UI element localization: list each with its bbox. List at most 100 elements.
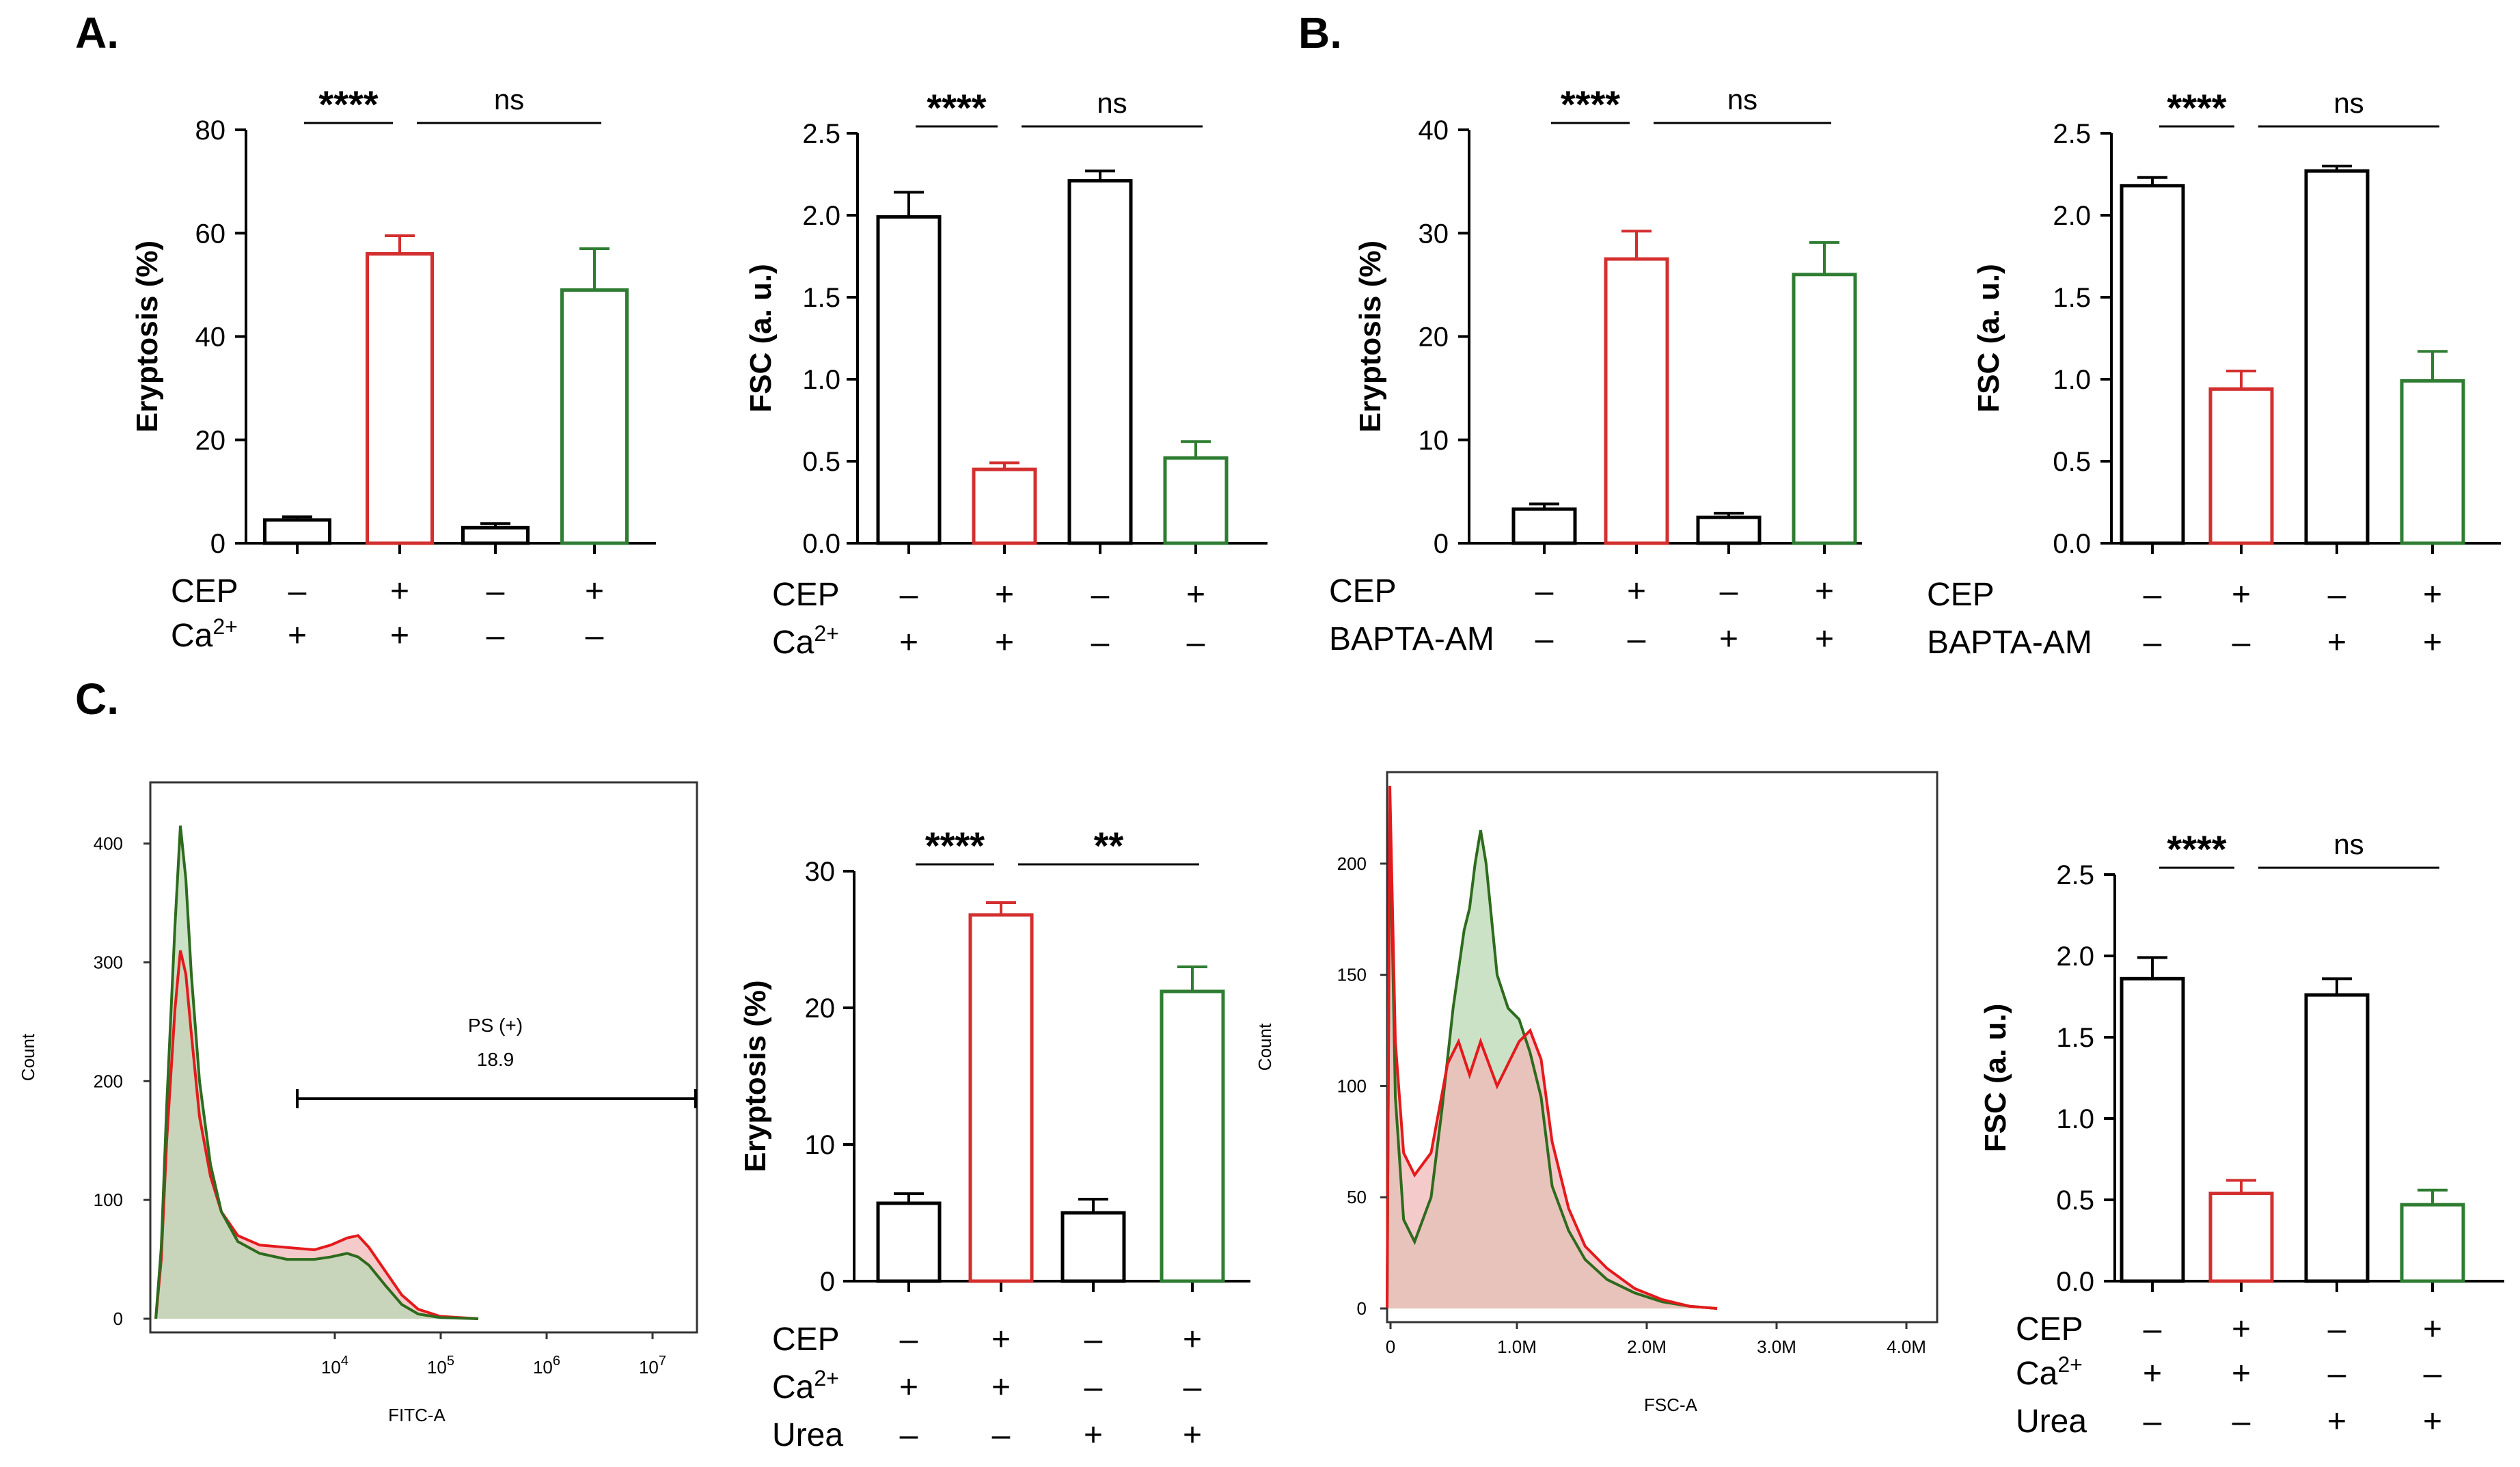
condition-label: BAPTA-AM: [1329, 621, 1494, 657]
significance-label: **: [1094, 824, 1124, 867]
significance-label: ****: [318, 83, 378, 126]
y-tick-label: 10: [805, 1130, 836, 1160]
condition-label-sup: 2+: [814, 1366, 838, 1390]
bar: [1511, 507, 1577, 545]
condition-label: Ca2+: [2016, 1352, 2083, 1392]
condition-sign: +: [2423, 1311, 2442, 1347]
y-tick-label: 2.0: [2056, 942, 2094, 972]
significance-label: ****: [927, 86, 986, 129]
condition-sign: –: [1183, 1369, 1202, 1406]
condition-sign: –: [2328, 1311, 2346, 1347]
significance-label: ns: [494, 83, 524, 115]
condition-label: Ca2+: [772, 621, 839, 661]
condition-sign: –: [900, 1321, 918, 1358]
condition-sign: +: [2423, 577, 2442, 613]
bar: [2400, 1203, 2465, 1283]
bar: [366, 252, 434, 545]
condition-sign: –: [2424, 1356, 2442, 1392]
condition-sign: –: [2232, 625, 2251, 661]
condition-sign: +: [1186, 577, 1205, 613]
y-tick-label: 30: [805, 857, 836, 887]
y-tick-label: 1.0: [2053, 365, 2091, 395]
y-tick-label: 0.0: [2053, 529, 2091, 559]
condition-sign: –: [900, 577, 918, 613]
condition-sign: +: [2327, 625, 2346, 661]
y-tick-label: 0.5: [2056, 1185, 2094, 1216]
chart-A2: 0.0 0.5 1.0 1.5 2.0 2.5 FSC (a. u.) **** ns CEP – +…: [744, 86, 1268, 661]
y-tick-label: 2.0: [2053, 201, 2091, 231]
y-axis-title: FSC (a. u.): [744, 264, 778, 413]
condition-sign: +: [2423, 625, 2442, 661]
y-tick-label: 100: [94, 1190, 123, 1210]
x-tick-label: 106: [533, 1354, 560, 1377]
significance-label: ns: [1097, 87, 1127, 119]
bar: [2208, 387, 2274, 545]
condition-label: CEP: [772, 577, 840, 613]
y-tick-label: 2.5: [2053, 119, 2091, 149]
chart-C4: 0.0 0.5 1.0 1.5 2.0 2.5 FSC (a. u.) **** ns CEP – +…: [1979, 827, 2504, 1440]
y-tick-label: 0.5: [2053, 447, 2091, 477]
y-tick-label: 0: [1357, 1298, 1367, 1319]
bar: [2400, 379, 2465, 545]
panel-label-a: A.: [75, 8, 119, 57]
x-axis-title: FSC-A: [1644, 1395, 1698, 1415]
bar: [1160, 989, 1225, 1283]
y-tick-label: 2.5: [2056, 860, 2094, 890]
condition-sign: +: [2143, 1356, 2162, 1392]
y-axis-title: Eryptosis (%): [1354, 241, 1387, 433]
condition-sign: +: [2232, 577, 2251, 613]
bar: [2208, 1191, 2274, 1283]
condition-label: CEP: [1927, 577, 1995, 613]
condition-sign: +: [899, 625, 918, 661]
bar: [2304, 993, 2370, 1283]
condition-label: BAPTA-AM: [1927, 625, 2092, 661]
condition-sign: +: [585, 573, 604, 609]
condition-label-sup: 2+: [2057, 1352, 2082, 1377]
y-axis-title: FSC (a. u.): [1972, 264, 2005, 413]
x-tick-exponent: 6: [553, 1354, 560, 1369]
y-tick-label: 1.5: [802, 283, 840, 313]
chart-C1: 0 100 200 300 400 104 105 106 107 FITC-A Count PS (…: [18, 781, 698, 1425]
gate-value: 18.9: [477, 1049, 515, 1070]
condition-sign: –: [1084, 1369, 1103, 1406]
condition-sign: +: [991, 1321, 1011, 1358]
bar: [461, 525, 530, 545]
condition-sign: +: [2232, 1356, 2251, 1392]
y-tick-label: 20: [1419, 323, 1449, 353]
y-tick-label: 2.0: [802, 201, 840, 231]
y-tick-label: 10: [1419, 426, 1449, 456]
histogram-line-red: [154, 950, 479, 1320]
y-tick-label: 1.5: [2053, 283, 2091, 313]
y-tick-label: 300: [94, 952, 123, 972]
x-tick-exponent: 7: [659, 1354, 666, 1369]
condition-sign: –: [1535, 621, 1554, 657]
significance-label: ns: [2333, 87, 2364, 119]
y-tick-label: 0.5: [802, 447, 840, 477]
condition-sign: +: [2423, 1403, 2442, 1440]
condition-sign: +: [1183, 1321, 1202, 1358]
gate-label: PS (+): [468, 1015, 523, 1036]
condition-sign: +: [390, 573, 409, 609]
condition-sign: +: [995, 577, 1014, 613]
condition-label: CEP: [1329, 573, 1397, 609]
histogram-line-green: [1386, 808, 1718, 1310]
condition-sign: –: [586, 618, 604, 654]
condition-sign: +: [991, 1369, 1011, 1406]
condition-sign: +: [1815, 621, 1834, 657]
bar: [1060, 1211, 1126, 1283]
bar: [876, 215, 942, 545]
significance-label: ****: [1561, 83, 1620, 126]
condition-sign: +: [899, 1369, 918, 1406]
condition-label: Urea: [772, 1417, 843, 1453]
condition-sign: +: [1815, 573, 1834, 609]
chart-B2: 0.0 0.5 1.0 1.5 2.0 2.5 FSC (a. u.) **** ns CEP – +…: [1927, 86, 2501, 661]
x-tick-label: 105: [427, 1354, 454, 1377]
bar: [1067, 179, 1133, 545]
x-tick-label: 0: [1386, 1336, 1395, 1357]
condition-label-sup: 2+: [814, 621, 838, 646]
condition-sign: –: [1084, 1321, 1103, 1358]
condition-sign: +: [1719, 621, 1738, 657]
condition-sign: –: [2328, 1356, 2346, 1392]
y-tick-label: 0: [820, 1267, 835, 1297]
